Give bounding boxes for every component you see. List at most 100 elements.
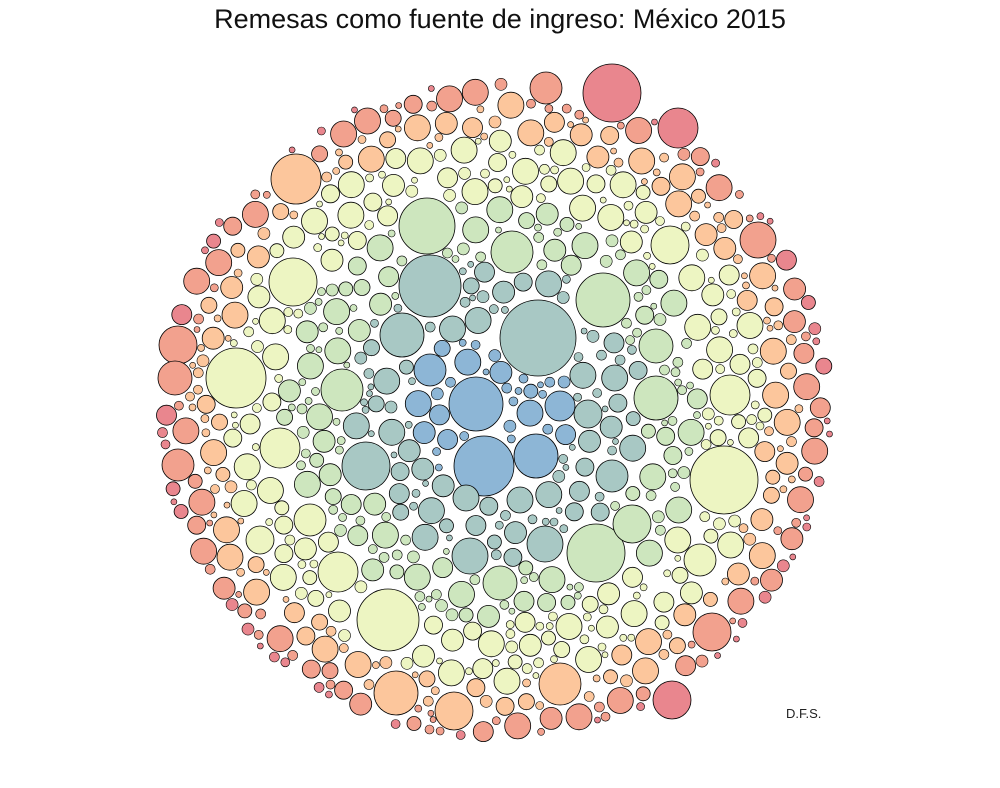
bubble xyxy=(396,255,408,267)
bubble xyxy=(325,625,337,637)
bubble xyxy=(503,419,517,433)
bubble xyxy=(560,595,576,610)
bubble xyxy=(313,243,323,252)
bubble xyxy=(594,701,605,713)
bubble xyxy=(743,532,757,546)
bubble xyxy=(384,400,398,414)
bubble xyxy=(504,712,532,740)
bubble xyxy=(206,519,213,527)
bubble xyxy=(293,308,304,319)
bubble xyxy=(535,202,559,226)
bubble xyxy=(411,457,435,481)
bubble xyxy=(233,453,261,481)
bubble xyxy=(541,630,556,646)
bubble xyxy=(763,316,771,325)
bubble xyxy=(625,335,635,345)
bubble xyxy=(204,563,216,575)
bubble xyxy=(632,591,641,600)
bubble xyxy=(378,170,386,179)
bubble xyxy=(439,518,454,534)
bubble xyxy=(324,337,352,365)
bubble xyxy=(727,562,750,586)
bubble xyxy=(738,427,759,449)
bubble xyxy=(490,549,502,561)
bubble xyxy=(398,197,456,255)
bubble xyxy=(354,107,381,135)
bubble xyxy=(488,153,508,172)
bubble xyxy=(785,334,797,346)
bubble xyxy=(300,448,311,459)
bubble xyxy=(731,307,741,317)
bubble xyxy=(296,460,306,471)
bubble xyxy=(544,104,554,113)
bubble xyxy=(488,129,512,153)
bubble xyxy=(480,168,490,179)
bubble xyxy=(367,395,385,413)
bubble xyxy=(728,514,742,528)
bubble xyxy=(236,567,245,577)
bubble xyxy=(635,305,655,325)
bubble xyxy=(504,521,527,544)
bubble xyxy=(779,485,788,494)
bubble xyxy=(701,283,725,307)
bubble xyxy=(325,283,339,297)
bubble xyxy=(641,423,656,439)
bubble xyxy=(628,360,648,380)
bubble xyxy=(709,374,751,416)
bubble xyxy=(455,201,469,215)
bubble xyxy=(555,613,583,640)
bubble xyxy=(711,325,720,335)
bubble xyxy=(653,591,675,613)
bubble xyxy=(414,591,426,602)
bubble xyxy=(489,360,513,384)
bubble xyxy=(461,78,489,106)
bubble xyxy=(764,426,774,437)
bubble xyxy=(442,548,450,555)
bubble xyxy=(713,517,726,531)
bubble xyxy=(599,254,613,268)
bubble xyxy=(544,376,556,388)
bubble xyxy=(369,292,393,316)
bubble xyxy=(677,148,691,161)
bubble xyxy=(390,719,401,729)
bubble xyxy=(499,299,577,377)
bubble xyxy=(422,480,429,487)
bubble xyxy=(510,185,534,209)
bubble xyxy=(450,136,478,164)
bubble xyxy=(439,315,466,343)
bubble xyxy=(201,428,211,438)
bubble xyxy=(379,656,393,669)
bubble xyxy=(391,292,400,300)
bubble xyxy=(667,468,678,479)
bubble xyxy=(246,245,270,269)
bubble xyxy=(701,407,715,421)
bubble xyxy=(689,210,701,222)
bubble xyxy=(597,204,625,231)
bubble xyxy=(360,398,368,407)
bubble xyxy=(619,633,628,642)
bubble xyxy=(463,621,483,641)
bubble xyxy=(748,542,776,569)
bubble xyxy=(252,317,259,325)
bubble xyxy=(293,470,321,498)
bubble xyxy=(311,613,329,631)
bubble xyxy=(424,724,435,735)
bubble xyxy=(620,674,633,688)
bubble xyxy=(338,643,349,653)
bubble xyxy=(633,375,679,421)
bubble xyxy=(357,145,385,173)
bubble xyxy=(347,256,367,276)
bubble xyxy=(505,185,513,193)
bubble xyxy=(458,167,471,180)
bubble xyxy=(247,556,265,573)
bubble xyxy=(335,445,344,455)
bubble xyxy=(815,357,833,375)
bubble xyxy=(586,329,600,343)
bubble xyxy=(747,368,767,388)
bubble xyxy=(272,203,290,221)
bubble xyxy=(293,503,327,537)
bubble xyxy=(464,307,492,334)
bubble xyxy=(366,234,394,262)
bubble xyxy=(445,608,459,622)
bubble xyxy=(641,285,652,295)
